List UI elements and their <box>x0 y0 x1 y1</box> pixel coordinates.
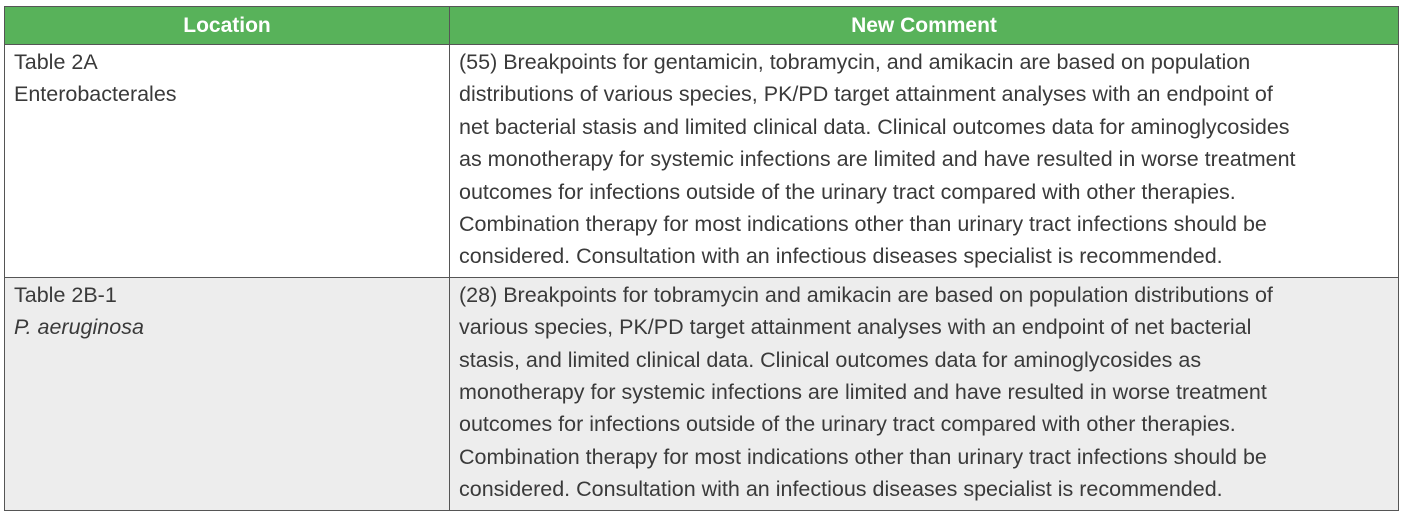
comment-line: Combination therapy for most indications… <box>459 212 1267 237</box>
comment-line: (55) Breakpoints for gentamicin, tobramy… <box>459 50 1251 74</box>
header-location: Location <box>4 6 450 45</box>
comment-line: stasis, and limited clinical data. Clini… <box>459 347 1202 372</box>
location-table: Table 2B-1 <box>14 282 117 307</box>
location-table: Table 2A <box>14 50 98 74</box>
location-organism: P. aeruginosa <box>14 315 144 340</box>
comment-line: considered. Consultation with an infecti… <box>459 477 1223 502</box>
header-new-comment: New Comment <box>449 6 1399 45</box>
comment-cell: (55) Breakpoints for gentamicin, tobramy… <box>449 44 1399 278</box>
location-organism: Enterobacterales <box>14 82 177 107</box>
comment-line: outcomes for infections outside of the u… <box>459 179 1236 204</box>
location-cell: Table 2A Enterobacterales <box>4 44 450 278</box>
comment-line: outcomes for infections outside of the u… <box>459 412 1236 437</box>
comment-line: monotherapy for systemic infections are … <box>459 380 1267 405</box>
location-cell: Table 2B-1 P. aeruginosa <box>4 276 450 511</box>
comments-table: Location New Comment Table 2A Enterobact… <box>4 6 1399 511</box>
comment-cell: (28) Breakpoints for tobramycin and amik… <box>449 276 1399 511</box>
comment-line: various species, PK/PD target attainment… <box>459 315 1252 340</box>
comment-line: as monotherapy for systemic infections a… <box>459 147 1296 172</box>
comment-line: Combination therapy for most indications… <box>459 444 1267 469</box>
comment-line: (28) Breakpoints for tobramycin and amik… <box>459 282 1273 307</box>
table-row: Table 2B-1 P. aeruginosa (28) Breakpoint… <box>4 276 1399 511</box>
comment-line: considered. Consultation with an infecti… <box>459 244 1223 269</box>
comment-line: net bacterial stasis and limited clinica… <box>459 114 1290 139</box>
header-row: Location New Comment <box>4 6 1399 45</box>
comment-line: distributions of various species, PK/PD … <box>459 82 1273 107</box>
table-row: Table 2A Enterobacterales (55) Breakpoin… <box>4 44 1399 278</box>
